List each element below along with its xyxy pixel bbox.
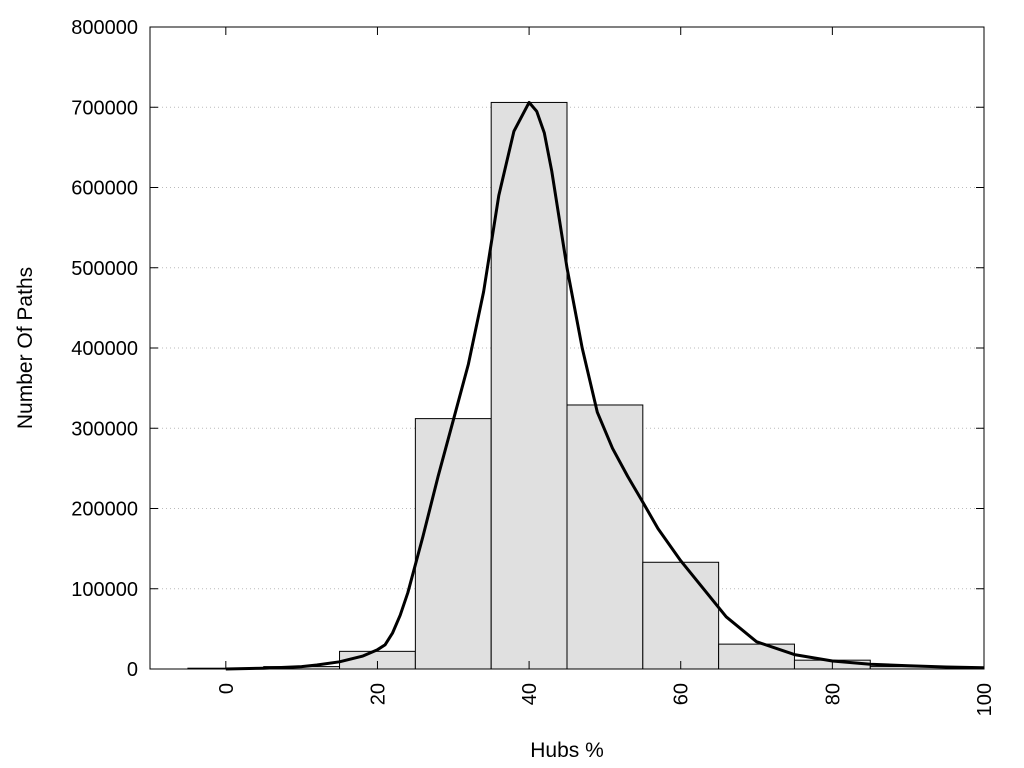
- x-axis-ticks: 0 20 40 60 80 100: [216, 27, 996, 716]
- y-axis-ticks: 0 100000 200000 300000 400000 500000 600000 700…: [71, 17, 984, 681]
- fit-curve-line: [225, 100, 985, 671]
- x-tick-label: 40: [519, 683, 541, 705]
- y-tick-label: 300000: [71, 418, 138, 440]
- x-tick-label: 20: [367, 683, 389, 705]
- y-tick-label: 700000: [71, 97, 138, 119]
- histogram-bar: [414, 418, 492, 670]
- histogram-bar: [718, 643, 795, 670]
- y-tick-label: 100000: [71, 579, 138, 601]
- y-tick-label: 200000: [71, 499, 138, 521]
- y-tick-label: 400000: [71, 338, 138, 360]
- x-tick-label: 80: [822, 683, 844, 705]
- y-tick-label: 500000: [71, 258, 138, 280]
- x-tick-label: 100: [974, 683, 996, 716]
- x-tick-label: 60: [671, 683, 693, 705]
- y-tick-label: 800000: [71, 17, 138, 39]
- x-tick-label: 0: [216, 683, 238, 694]
- histogram-bars: [187, 101, 947, 670]
- x-axis-title: Hubs %: [530, 739, 604, 762]
- y-tick-label: 600000: [71, 178, 138, 200]
- y-tick-label: 0: [127, 659, 138, 681]
- y-axis-title: Number Of Paths: [14, 267, 37, 429]
- histogram-bar: [566, 404, 644, 670]
- fit-curve: [225, 100, 985, 671]
- histogram-bar: [642, 561, 720, 670]
